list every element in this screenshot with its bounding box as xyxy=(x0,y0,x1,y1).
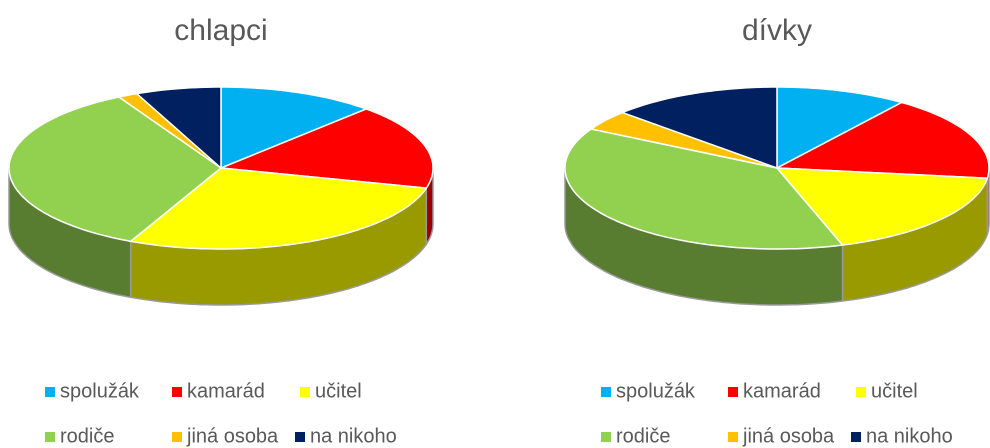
legend-swatch xyxy=(172,387,182,397)
legend-label: jiná osoba xyxy=(186,425,279,447)
pie-slice xyxy=(775,167,989,246)
legend-label: učitel xyxy=(315,380,362,402)
legend-label: učitel xyxy=(871,380,918,402)
pie-slice xyxy=(8,96,223,243)
legend-label: rodiče xyxy=(616,425,670,447)
legend-swatch xyxy=(851,432,861,442)
legend-label: rodiče xyxy=(60,425,114,447)
legend-swatch xyxy=(295,432,305,442)
legend-swatch xyxy=(172,432,182,442)
legend-swatch xyxy=(45,387,55,397)
legend-label: jiná osoba xyxy=(742,425,835,447)
legend-swatch xyxy=(601,387,611,397)
legend-label: kamarád xyxy=(743,380,821,402)
pie-slice xyxy=(774,101,990,179)
pie-slice xyxy=(135,86,222,170)
legend-swatch xyxy=(300,387,310,397)
chart-title: chlapci xyxy=(174,14,267,47)
legend-swatch xyxy=(45,432,55,442)
legend-swatch xyxy=(856,387,866,397)
pie-slice xyxy=(564,128,844,250)
legend-swatch xyxy=(728,432,738,442)
legend-swatch xyxy=(728,387,738,397)
legend-label: na nikoho xyxy=(866,425,953,447)
pie-slice xyxy=(220,86,369,170)
pie-slice xyxy=(620,86,778,170)
legend-label: spolužák xyxy=(616,380,696,402)
pie-slice xyxy=(776,86,904,170)
pie-slice xyxy=(220,108,434,189)
legend-swatch xyxy=(601,432,611,442)
chart-title: dívky xyxy=(742,14,812,47)
pie-slice xyxy=(589,111,778,169)
pie-slice xyxy=(128,167,428,250)
legend-label: spolužák xyxy=(60,380,140,402)
legend-label: na nikoho xyxy=(310,425,397,447)
legend-label: kamarád xyxy=(187,380,265,402)
